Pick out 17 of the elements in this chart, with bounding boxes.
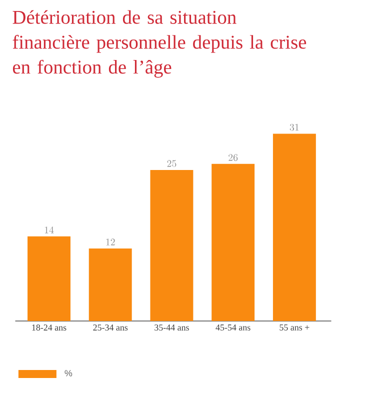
bar: [28, 236, 70, 321]
x-tick-label: 18-24 ans: [32, 324, 66, 331]
x-tick-label: 35-44 ans: [154, 324, 189, 331]
legend-label: %: [64, 370, 72, 376]
x-tick-label: 45-54 ans: [216, 324, 250, 331]
data-label: 26: [228, 154, 238, 161]
bar: [88, 248, 132, 321]
bar: [272, 134, 316, 321]
x-tick-label: 55 ans +: [280, 324, 310, 330]
data-label: 12: [106, 238, 115, 246]
x-tick-label: 25-34 ans: [93, 324, 128, 331]
bar: [212, 164, 255, 321]
data-label: 14: [44, 226, 54, 234]
data-label: 25: [167, 160, 176, 167]
chart-title: Détérioration de sa situation financière personnelle depuis la crise en fonction de l’âge: [12, 10, 306, 78]
bar: [150, 170, 194, 321]
data-label: 31: [290, 124, 299, 131]
